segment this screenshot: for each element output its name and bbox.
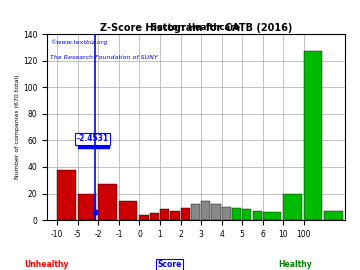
Bar [242,210,252,220]
Bar [211,204,221,220]
Bar [201,201,210,220]
Bar [150,214,159,220]
Bar [160,210,169,220]
Bar [324,211,343,220]
Bar [191,204,200,220]
Bar [119,201,138,220]
Bar [98,184,117,220]
Title: Z-Score Histogram for CATB (2016): Z-Score Histogram for CATB (2016) [100,23,292,33]
Bar [170,211,180,220]
Y-axis label: Number of companies (670 total): Number of companies (670 total) [15,75,20,180]
Bar [304,52,323,220]
Bar [139,215,149,220]
Bar [263,212,281,220]
Text: ©www.textbiz.org: ©www.textbiz.org [50,40,107,45]
Text: Sector: Healthcare: Sector: Healthcare [152,23,240,32]
Text: Unhealthy: Unhealthy [24,260,69,269]
Text: Healthy: Healthy [278,260,312,269]
Text: -2.4531: -2.4531 [76,134,108,143]
Bar [57,170,76,220]
Bar [222,207,231,220]
Text: The Research Foundation of SUNY: The Research Foundation of SUNY [50,55,158,60]
Bar [78,194,96,220]
Bar [232,208,241,220]
Text: Score: Score [157,260,181,269]
Bar [181,208,190,220]
Bar [252,211,262,220]
Bar [283,194,302,220]
